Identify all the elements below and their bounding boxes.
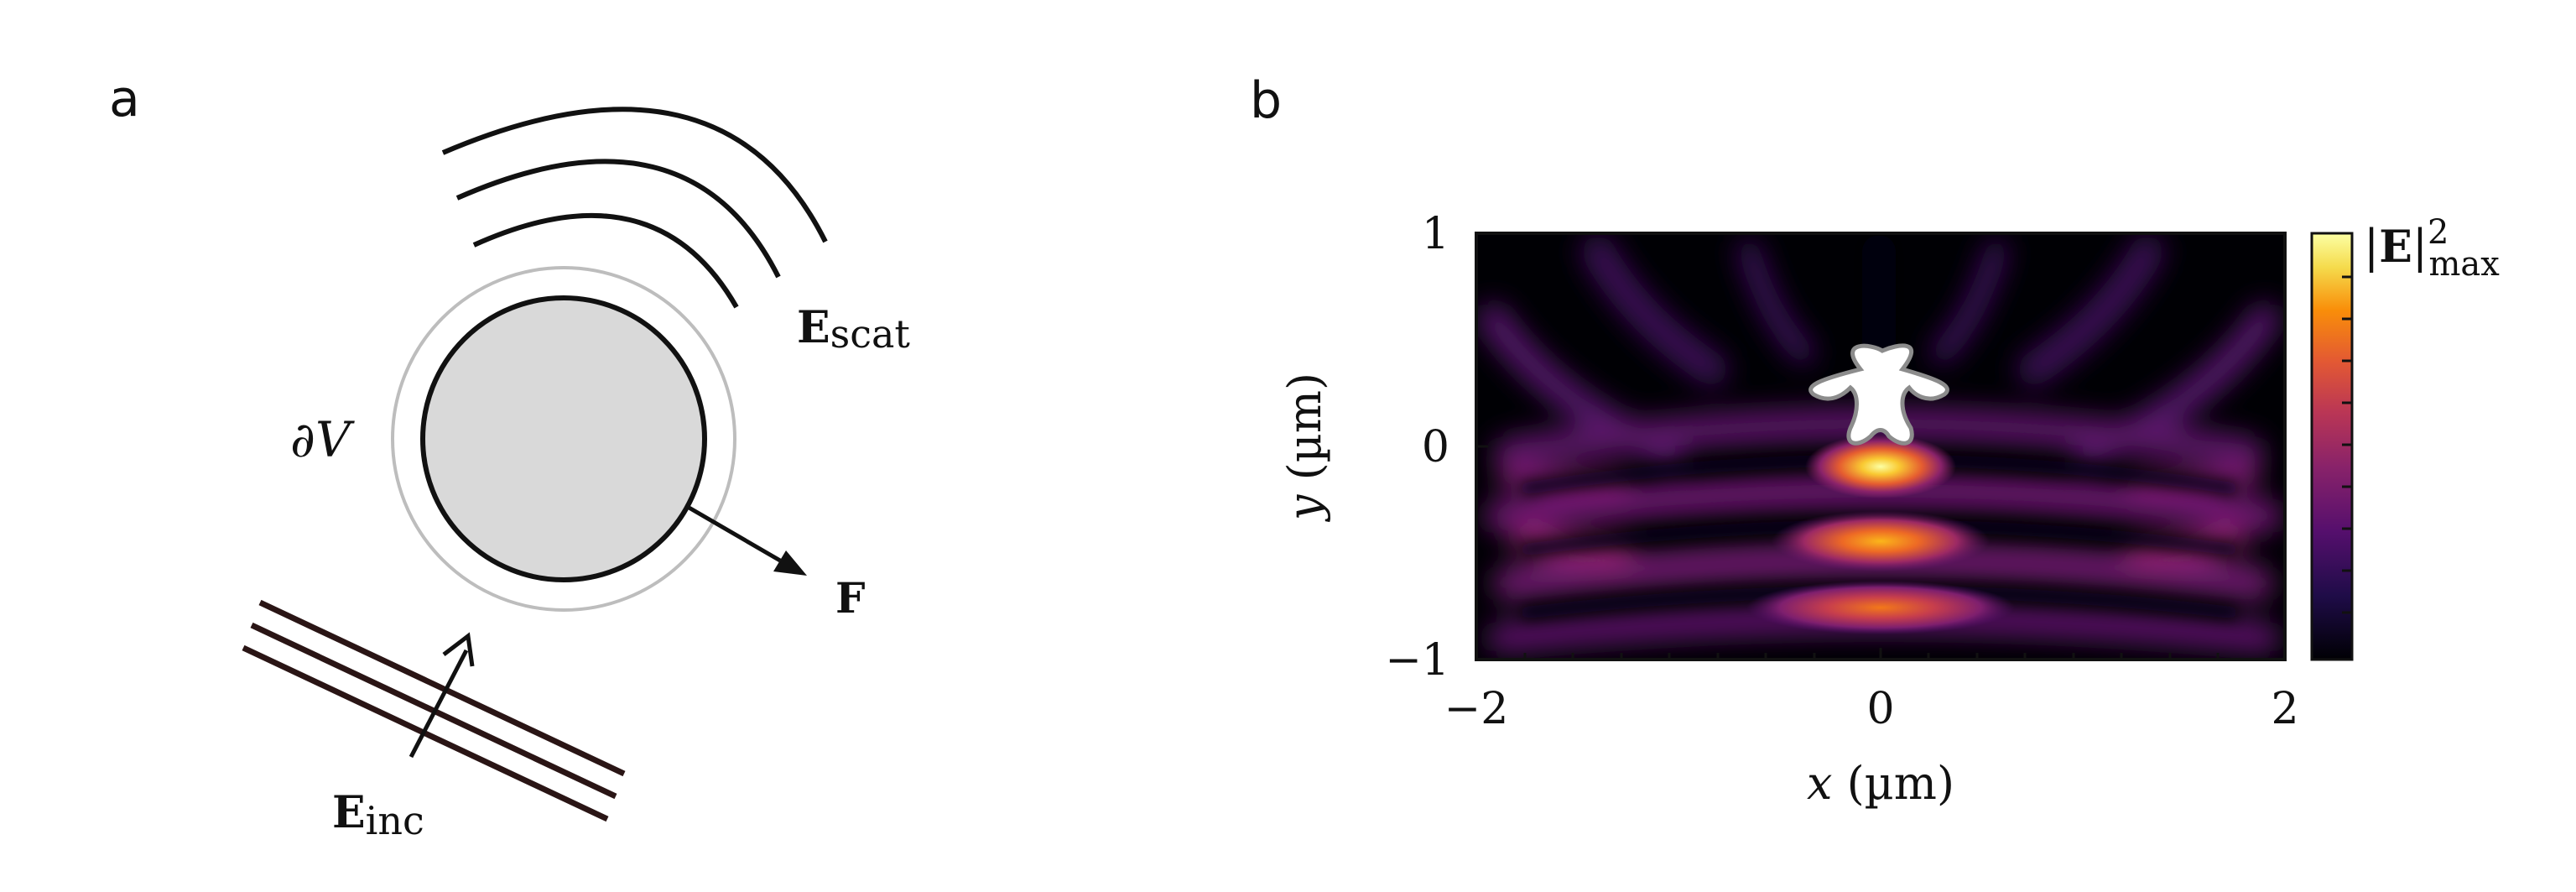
- panel-b-label: b: [1250, 71, 1282, 130]
- hotspot-1: [1805, 435, 1956, 498]
- force-arrow: [684, 503, 807, 576]
- scattered-field-label: Escat: [797, 302, 910, 357]
- x-tick-label: 2: [2271, 684, 2298, 734]
- hotspot-3: [1746, 581, 2015, 634]
- scattered-wavefronts: [441, 107, 828, 309]
- panel-a: a ∂V F Escat: [109, 70, 910, 843]
- force-label: F: [835, 573, 866, 623]
- axis-ticks: [1475, 232, 2287, 661]
- wavefront-middle: [455, 159, 781, 279]
- y-tick-label: 0: [1422, 422, 1449, 472]
- panel-b: b: [1250, 71, 2500, 810]
- scatterer-shape: [1808, 343, 1949, 446]
- x-axis-title: x (µm): [1807, 757, 1954, 810]
- y-tick-label: −1: [1385, 635, 1449, 686]
- incident-field-label: Einc: [332, 787, 424, 843]
- y-tick-label: 1: [1422, 209, 1449, 259]
- hotspot-2: [1772, 511, 1990, 571]
- boundary-circle: [391, 266, 736, 612]
- colorbar-label: |E|2 max: [2364, 213, 2500, 284]
- y-axis-title: y (µm): [1278, 373, 1331, 522]
- field-heatmap: [1476, 233, 2285, 660]
- wavefront-inner: [472, 212, 739, 309]
- x-tick-label: −2: [1444, 684, 1509, 734]
- panel-a-label: a: [109, 70, 140, 128]
- wavefront-outer: [441, 107, 828, 243]
- x-tick-label: 0: [1866, 684, 1894, 734]
- colorbar-ticks: [2342, 275, 2352, 614]
- colorbar-gradient: [2310, 232, 2354, 661]
- incident-arrow: [409, 632, 475, 759]
- colorbar: |E|2 max: [2310, 213, 2500, 661]
- particle: [420, 295, 707, 582]
- boundary-label: ∂V: [290, 411, 355, 468]
